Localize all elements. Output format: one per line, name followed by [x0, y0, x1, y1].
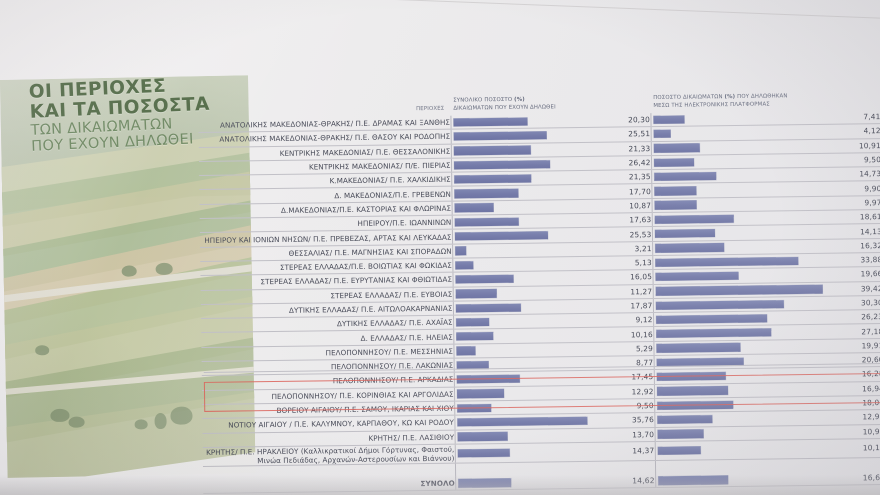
value-label: 20,30 [628, 115, 651, 125]
value-label: 4,12 [863, 126, 880, 136]
value-label: 19,91 [861, 340, 880, 351]
value-label: 12,92 [631, 386, 654, 397]
value-label: 9,50 [863, 155, 880, 165]
value-label: 16,32 [860, 240, 880, 251]
value-label: 26,23 [861, 312, 880, 322]
value-label: 13,70 [632, 429, 655, 440]
row-label: ΚΡΗΤΗΣ/ Π.Ε. ΗΡΑΚΛΕΙΟΥ (Καλλικρατικοί Δή… [202, 443, 455, 467]
col1-header-part2: ΔΙΚΑΙΩΜΑΤΩΝ ΠΟΥ ΕΧΟΥΝ ΔΗΛΩΘΕΙ [453, 104, 556, 112]
value-label: 14,37 [632, 446, 655, 456]
value-label: 17,63 [629, 215, 652, 225]
column-header-total-declared: ΣΥΝΟΛΙΚΟ ΠΟΣΟΣΤΟ (%) ΔΙΚΑΙΩΜΑΤΩΝ ΠΟΥ ΕΧΟ… [450, 80, 650, 116]
value-label: 7,41 [863, 112, 880, 122]
value-label: 12,98 [862, 412, 880, 422]
value-label: 10,16 [862, 443, 880, 453]
value-label: 16,94 [862, 383, 880, 394]
value-label: 10,16 [630, 329, 653, 339]
col2-header-pct: (%) [724, 94, 736, 101]
value-label: 21,35 [628, 172, 651, 182]
col1-header-part1: ΣΥΝΟΛΙΚΟ ΠΟΣΟΣΤΟ [453, 97, 515, 105]
value-label: 14,73 [859, 169, 880, 179]
col1-header-pct: (%) [514, 97, 525, 104]
value-label: 10,87 [629, 201, 652, 211]
value-label: 21,33 [628, 143, 651, 154]
col2-header-part2: ΠΟΥ ΔΗΛΩΘΗΚΑΝ [735, 93, 788, 101]
value-label: 35,76 [631, 415, 654, 425]
value-label: 5,29 [635, 343, 654, 354]
value-label: 10,91 [858, 140, 880, 151]
data-table-container: ΠΕΡΙΟΧΕΣ ΣΥΝΟΛΙΚΟ ΠΟΣΟΣΤΟ (%) ΔΙΚΑΙΩΜΑΤΩ… [198, 77, 880, 494]
value-label: 33,88 [860, 255, 880, 265]
paper-bottom-shadow [0, 475, 880, 495]
col2-header-part3: ΜΕΣΩ ΤΗΣ ΗΛΕΚΤΡΟΝΙΚΗΣ ΠΛΑΤΦΟΡΜΑΣ [653, 101, 770, 109]
value-label: 18,08 [862, 398, 880, 408]
percentages-table: ΠΕΡΙΟΧΕΣ ΣΥΝΟΛΙΚΟ ΠΟΣΟΣΤΟ (%) ΔΙΚΑΙΩΜΑΤΩ… [198, 77, 880, 494]
value-label: 17,70 [628, 186, 651, 196]
value-label: 39,42 [860, 283, 880, 294]
bar-cell-platform: 10,16 [654, 438, 880, 461]
col2-header-part1: ΠΟΣΟΣΤΟ ΔΙΚΑΙΩΜΑΤΩΝ [653, 94, 725, 102]
table-body: ΑΝΑΤΟΛΙΚΗΣ ΜΑΚΕΔΟΝΙΑΣ-ΘΡΑΚΗΣ/ Π.Ε. ΔΡΑΜΑ… [198, 110, 880, 494]
value-label: 14,13 [859, 226, 880, 236]
value-label: 10,95 [862, 426, 880, 437]
value-label: 16,05 [630, 272, 653, 282]
column-header-regions: ΠΕΡΙΟΧΕΣ [416, 105, 445, 112]
value-label: 3,21 [634, 243, 652, 254]
value-label: 26,42 [628, 158, 651, 168]
value-label: 17,45 [631, 372, 654, 382]
value-label: 27,18 [861, 326, 880, 336]
value-label: 9,50 [636, 401, 654, 411]
bar-cell-total: 14,37 [454, 441, 655, 463]
value-label: 9,97 [864, 197, 880, 208]
value-label: 25,53 [629, 229, 652, 239]
value-label: 9,12 [635, 315, 653, 325]
value-label: 16,28 [861, 369, 880, 379]
value-label: 30,30 [860, 298, 880, 308]
value-label: 19,66 [860, 269, 880, 279]
value-label: 11,27 [630, 286, 653, 297]
value-label: 5,13 [634, 258, 652, 268]
value-label: 17,87 [630, 301, 653, 311]
value-label: 18,61 [859, 212, 880, 222]
value-label: 9,90 [864, 183, 880, 193]
column-header-electronic-platform: ΠΟΣΟΣΤΟ ΔΙΚΑΙΩΜΑΤΩΝ (%) ΠΟΥ ΔΗΛΩΘΗΚΑΝ ΜΕ… [650, 77, 880, 113]
value-label: 25,51 [628, 129, 651, 139]
